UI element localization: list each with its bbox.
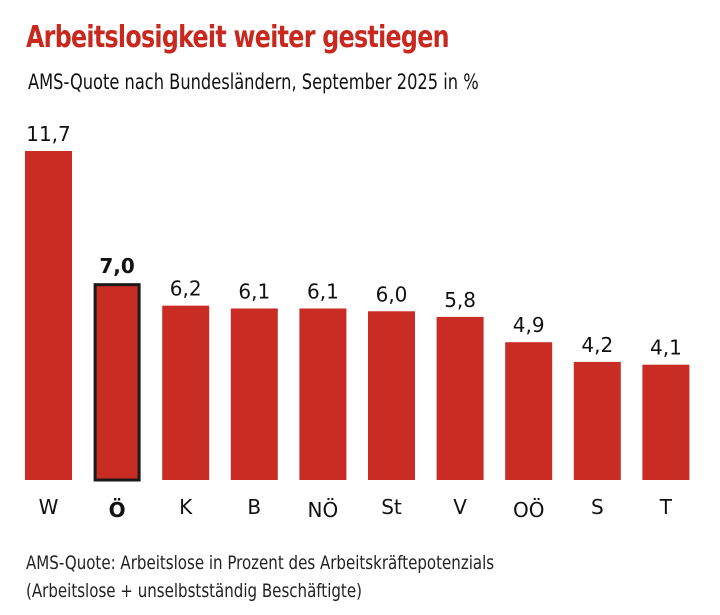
value-label-W: 11,7 bbox=[26, 122, 71, 146]
category-label-B: B bbox=[247, 495, 261, 519]
category-label-T: T bbox=[659, 495, 673, 519]
bar-K bbox=[162, 305, 210, 480]
value-label-V: 5,8 bbox=[444, 288, 476, 312]
value-label-NÖ: 6,1 bbox=[307, 279, 339, 303]
chart-subtitle: AMS-Quote nach Bundesländern, September … bbox=[28, 70, 479, 94]
category-label-S: S bbox=[591, 495, 604, 519]
bar-OÖ bbox=[505, 342, 553, 480]
category-label-Ö: Ö bbox=[109, 498, 126, 522]
bar-B bbox=[230, 308, 278, 480]
value-label-OÖ: 4,9 bbox=[513, 313, 545, 337]
value-label-T: 4,1 bbox=[650, 336, 682, 360]
category-label-W: W bbox=[39, 495, 59, 519]
bar-V bbox=[436, 316, 484, 480]
value-label-Ö: 7,0 bbox=[99, 254, 134, 278]
category-label-NÖ: NÖ bbox=[308, 498, 339, 522]
bar-W bbox=[25, 151, 72, 480]
category-label-OÖ: OÖ bbox=[513, 498, 544, 522]
chart-title: Arbeitslosigkeit weiter gestiegen bbox=[26, 20, 450, 55]
bar-chart: 11,7 W 7,0 Ö 6,2 K 6,1 B 6,1 NÖ 6,0 St 5,8 V 4,9 OÖ 4,2 S… bbox=[25, 122, 690, 522]
bar-S bbox=[573, 361, 621, 480]
bar-T bbox=[642, 364, 690, 480]
category-label-V: V bbox=[453, 495, 467, 519]
category-label-St: St bbox=[381, 495, 402, 519]
value-label-St: 6,0 bbox=[376, 282, 408, 306]
value-label-B: 6,1 bbox=[238, 279, 270, 303]
bar-St bbox=[368, 311, 415, 480]
footnote-line-2: (Arbeitslose + unselbstständig Beschäfti… bbox=[26, 580, 362, 602]
value-label-S: 4,2 bbox=[581, 333, 613, 357]
category-label-K: K bbox=[179, 495, 193, 519]
bar-Ö bbox=[93, 283, 141, 482]
bar-NÖ bbox=[299, 308, 347, 480]
value-label-K: 6,2 bbox=[170, 277, 202, 301]
footnote-line-1: AMS-Quote: Arbeitslose in Prozent des Ar… bbox=[26, 552, 495, 574]
